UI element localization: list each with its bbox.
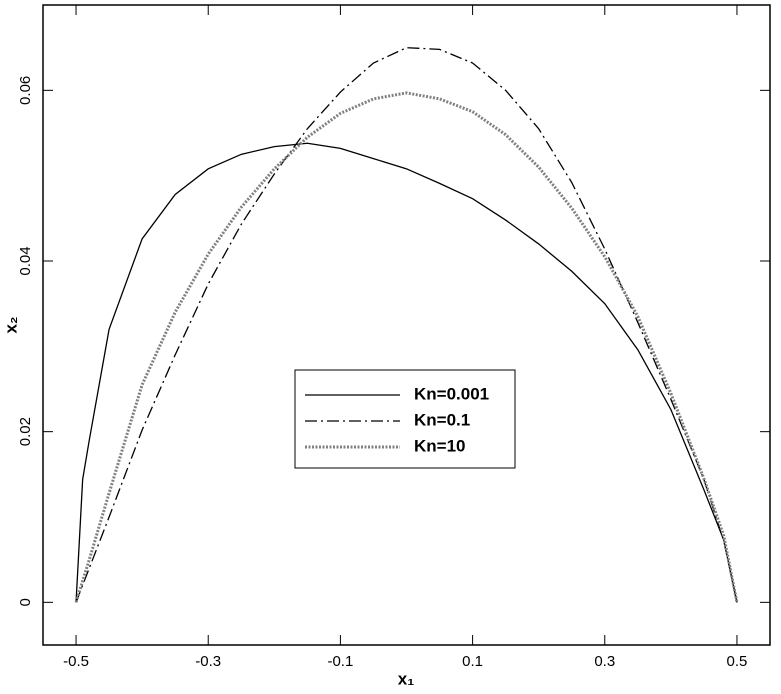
legend-label: Kn=0.1 — [414, 410, 470, 429]
y-tick-label: 0.02 — [17, 417, 34, 446]
y-tick-label: 0.06 — [17, 76, 34, 105]
legend-box — [294, 369, 516, 469]
legend-label: Kn=10 — [414, 436, 466, 455]
x-tick-label: -0.1 — [327, 653, 353, 670]
series-line — [75, 142, 738, 603]
legend-label: Kn=0.001 — [414, 384, 489, 403]
x-tick-label: 0.1 — [462, 653, 483, 670]
x-tick-label: 0.5 — [727, 653, 748, 670]
y-tick-label: 0 — [17, 598, 34, 606]
x-tick-label: -0.5 — [63, 653, 89, 670]
y-axis-label: x₂ — [1, 316, 20, 333]
y-tick-label: 0.04 — [17, 246, 34, 275]
x-axis-label: x₁ — [398, 669, 415, 688]
x-tick-label: 0.3 — [594, 653, 615, 670]
series-line — [75, 47, 738, 603]
plot-frame — [42, 4, 771, 646]
x-tick-label: -0.3 — [195, 653, 221, 670]
series-line — [74, 91, 739, 603]
